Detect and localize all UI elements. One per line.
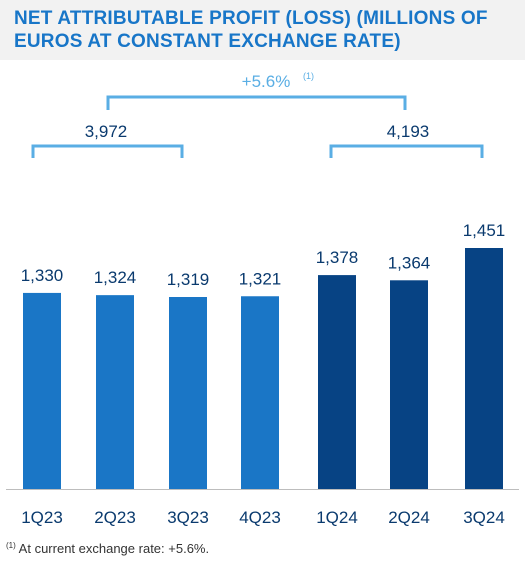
x-tick-label-4q23: 4Q23 <box>239 508 281 527</box>
chart-title: NET ATTRIBUTABLE PROFIT (LOSS) (MILLIONS… <box>14 8 488 52</box>
bar-2q23 <box>96 295 134 489</box>
bar-1q23 <box>23 292 61 489</box>
value-label-3q23: 1,319 <box>167 270 210 289</box>
x-tick-label-3q24: 3Q24 <box>463 508 505 527</box>
value-label-3q24: 1,451 <box>463 221 506 240</box>
x-tick-label-3q23: 3Q23 <box>167 508 209 527</box>
x-tick-label-2q23: 2Q23 <box>94 508 136 527</box>
period-total-label-2: 4,193 <box>387 122 430 141</box>
bar-3q24 <box>465 248 503 489</box>
value-label-2q24: 1,364 <box>388 253 431 272</box>
title-band <box>0 0 525 60</box>
period-bracket-2 <box>329 144 484 158</box>
bar-1q24 <box>318 275 356 489</box>
period-bracket-1 <box>31 144 184 158</box>
bar-4q23 <box>241 296 279 489</box>
x-tick-label-1q23: 1Q23 <box>21 508 63 527</box>
period-total-label-1: 3,972 <box>85 122 128 141</box>
growth-bracket <box>106 95 407 110</box>
footnote-text: At current exchange rate: +5.6%. <box>15 541 210 556</box>
bar-2q24 <box>390 280 428 489</box>
value-label-1q24: 1,378 <box>316 248 359 267</box>
footnote: (1) At current exchange rate: +5.6%. <box>6 541 209 556</box>
x-tick-label-2q24: 2Q24 <box>388 508 430 527</box>
value-label-4q23: 1,321 <box>239 269 282 288</box>
x-tick-label-1q24: 1Q24 <box>316 508 358 527</box>
value-label-1q23: 1,330 <box>21 266 64 285</box>
growth-label: +5.6% <box>242 72 291 91</box>
footnote-marker: (1) <box>6 541 16 550</box>
bar-3q23 <box>169 297 207 489</box>
growth-note-marker: (1) <box>303 71 314 81</box>
value-label-2q23: 1,324 <box>94 268 137 287</box>
